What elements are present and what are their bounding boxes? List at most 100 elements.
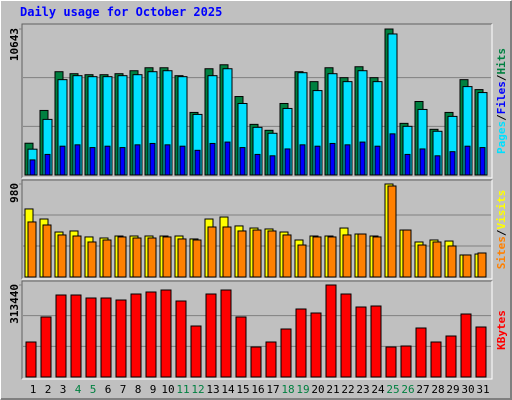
bar xyxy=(27,221,37,278)
bar xyxy=(239,147,246,176)
bar xyxy=(222,226,232,278)
bar xyxy=(42,224,52,278)
bar xyxy=(310,312,322,378)
x-tick-label: 6 xyxy=(105,383,112,396)
panel-frame-light xyxy=(22,180,493,280)
panel-frame-dark xyxy=(21,179,492,279)
bar xyxy=(209,142,216,176)
bar xyxy=(464,145,471,176)
x-tick-label: 14 xyxy=(221,383,235,396)
bar xyxy=(72,235,82,278)
bar xyxy=(385,346,397,378)
bar xyxy=(40,316,52,378)
bar xyxy=(355,306,367,378)
bar xyxy=(179,145,186,176)
bar xyxy=(85,297,97,378)
bar xyxy=(70,294,82,378)
legend-entry: Sites xyxy=(495,236,508,269)
x-tick-label: 29 xyxy=(446,383,459,396)
bar xyxy=(89,147,96,176)
bar xyxy=(447,245,457,278)
x-tick-label: 15 xyxy=(236,383,249,396)
bar xyxy=(342,234,352,278)
x-tick-label: 24 xyxy=(371,383,385,396)
bar xyxy=(252,229,262,278)
legend-entry: Visits xyxy=(495,190,508,230)
x-tick-label: 2 xyxy=(45,383,52,396)
legend-separator: / xyxy=(495,114,508,121)
bar xyxy=(74,144,81,176)
legend: KBytes xyxy=(495,310,508,350)
bar xyxy=(460,313,472,378)
x-tick-label: 27 xyxy=(416,383,429,396)
x-tick-label: 9 xyxy=(150,383,157,396)
x-tick-label: 28 xyxy=(431,383,444,396)
legend-entry: Files xyxy=(495,81,508,114)
bar xyxy=(280,328,292,378)
bar xyxy=(205,293,217,378)
bar xyxy=(29,159,36,176)
bar xyxy=(387,185,397,278)
bar xyxy=(477,252,487,278)
bar xyxy=(147,237,157,278)
bar xyxy=(267,230,277,278)
bar xyxy=(359,141,366,176)
bar xyxy=(57,234,67,278)
bar xyxy=(344,144,351,176)
bar xyxy=(389,133,396,176)
bar xyxy=(149,142,156,176)
bar xyxy=(130,293,142,378)
x-tick-label: 16 xyxy=(251,383,264,396)
bar xyxy=(59,145,66,176)
bar xyxy=(402,229,412,278)
y-tick-label: 313440 xyxy=(8,284,21,324)
x-tick-label: 18 xyxy=(281,383,294,396)
bar xyxy=(164,144,171,176)
x-tick-label: 19 xyxy=(296,383,309,396)
x-tick-label: 5 xyxy=(90,383,97,396)
bar xyxy=(224,141,231,176)
x-tick-label: 11 xyxy=(176,383,189,396)
bar xyxy=(449,151,456,176)
x-tick-label: 12 xyxy=(191,383,204,396)
bar xyxy=(192,239,202,278)
bar xyxy=(419,148,426,176)
bar xyxy=(400,345,412,378)
bar xyxy=(104,145,111,176)
panel-frame-light xyxy=(22,281,493,380)
x-tick-label: 17 xyxy=(266,383,279,396)
bar xyxy=(177,238,187,278)
bar xyxy=(329,142,336,176)
y-tick-label: 980 xyxy=(8,183,21,203)
x-tick-label: 7 xyxy=(120,383,127,396)
bar xyxy=(340,293,352,378)
chart-title: Daily usage for October 2025 xyxy=(20,5,222,19)
bar xyxy=(102,239,112,278)
bar xyxy=(445,335,457,378)
bar xyxy=(297,244,307,278)
x-tick-label: 4 xyxy=(75,383,82,396)
bar xyxy=(194,149,201,176)
bar xyxy=(160,289,172,378)
bar xyxy=(295,308,307,378)
bar xyxy=(134,144,141,176)
bar xyxy=(119,147,126,176)
x-tick-label: 25 xyxy=(386,383,399,396)
bar xyxy=(235,316,247,378)
panel-frame-light xyxy=(22,24,493,179)
bar xyxy=(145,291,157,378)
bar xyxy=(207,226,217,278)
bar xyxy=(117,236,127,278)
bar xyxy=(370,305,382,378)
x-tick-label: 21 xyxy=(326,383,339,396)
bar xyxy=(432,241,442,278)
bar xyxy=(254,153,261,176)
x-tick-label: 20 xyxy=(311,383,324,396)
x-tick-label: 8 xyxy=(135,383,142,396)
bar xyxy=(162,236,172,278)
bar xyxy=(87,241,97,278)
bar xyxy=(284,148,291,176)
legend-separator: / xyxy=(495,74,508,81)
